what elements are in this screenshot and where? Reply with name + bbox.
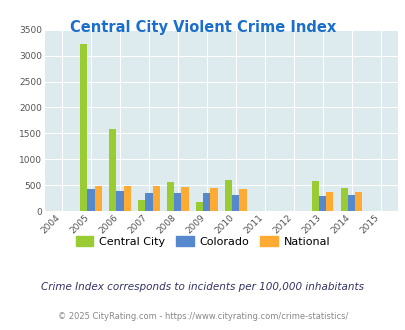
- Bar: [196, 202, 202, 211]
- Bar: [166, 182, 174, 211]
- Bar: [138, 200, 145, 211]
- Bar: [202, 193, 210, 211]
- Bar: [181, 187, 188, 211]
- Text: Central City Violent Crime Index: Central City Violent Crime Index: [70, 20, 335, 35]
- Bar: [80, 44, 87, 211]
- Bar: [174, 193, 181, 211]
- Bar: [152, 186, 159, 211]
- Bar: [109, 129, 116, 211]
- Bar: [340, 187, 347, 211]
- Bar: [232, 195, 239, 211]
- Bar: [347, 195, 354, 211]
- Bar: [94, 186, 102, 211]
- Bar: [123, 186, 130, 211]
- Bar: [318, 196, 326, 211]
- Bar: [239, 189, 246, 211]
- Bar: [116, 191, 123, 211]
- Bar: [311, 181, 318, 211]
- Legend: Central City, Colorado, National: Central City, Colorado, National: [71, 232, 334, 251]
- Bar: [224, 180, 232, 211]
- Text: © 2025 CityRating.com - https://www.cityrating.com/crime-statistics/: © 2025 CityRating.com - https://www.city…: [58, 312, 347, 321]
- Bar: [354, 192, 362, 211]
- Bar: [145, 193, 152, 211]
- Text: Crime Index corresponds to incidents per 100,000 inhabitants: Crime Index corresponds to incidents per…: [41, 282, 364, 292]
- Bar: [326, 192, 333, 211]
- Bar: [210, 188, 217, 211]
- Bar: [87, 189, 94, 211]
